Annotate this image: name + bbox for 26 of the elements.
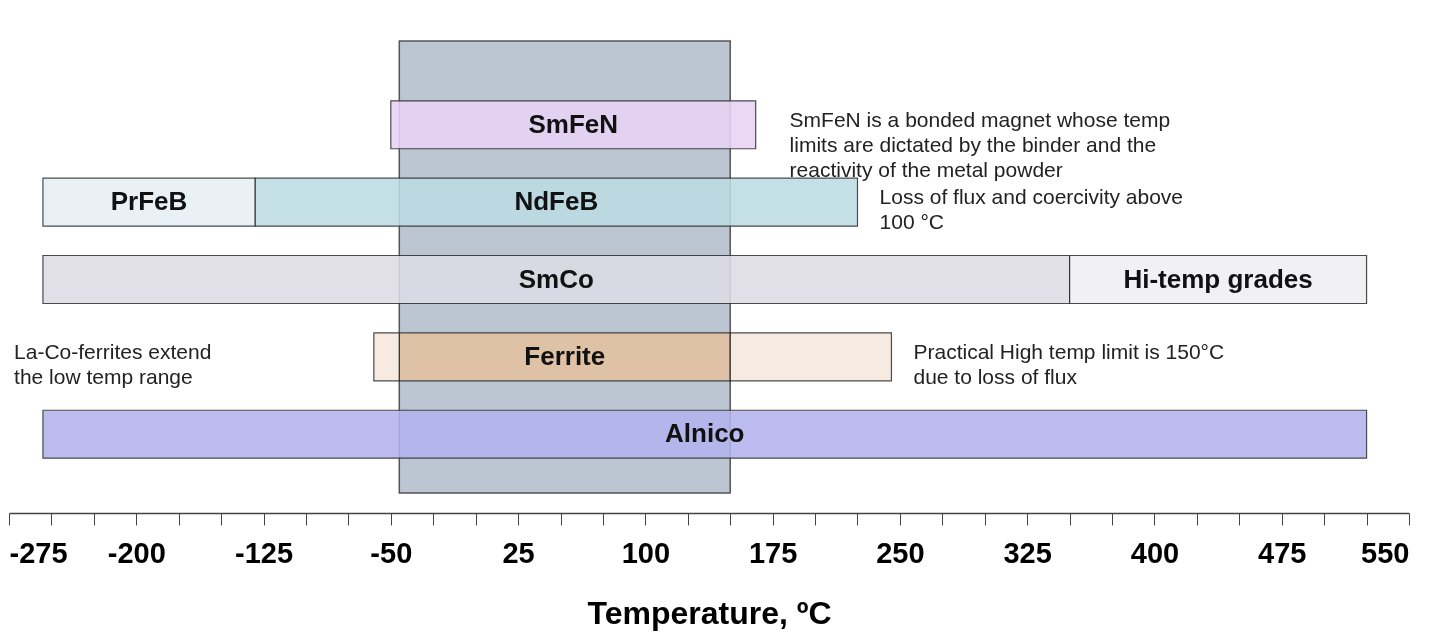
x-tick-label: 325: [1003, 536, 1052, 569]
x-tick-label: 175: [748, 536, 798, 569]
x-axis-title: Temperature, ºC: [587, 594, 832, 631]
annotation: Practical High temp limit is 150°C due to loss of flux: [913, 339, 1225, 388]
bar: [390, 100, 757, 150]
y-tick-label: SmFeN: [528, 108, 619, 139]
x-tick-label: 475: [1258, 536, 1307, 569]
x-tick-label: 25: [502, 536, 535, 569]
annotation: SmFeN is a bonded magnet whose temp limits are dictated by the binder and the reactivity of the metal powder: [789, 107, 1171, 181]
annotation: Loss of flux and coercivity above 100 °C: [879, 185, 1184, 234]
x-tick-label: -200: [107, 536, 166, 569]
x-tick-label: -275: [9, 536, 68, 569]
series-label: PrFeB: [110, 186, 188, 217]
x-tick-label: 550: [1361, 536, 1410, 569]
x-tick-label: 400: [1130, 536, 1180, 569]
bar: [42, 409, 1368, 459]
series-label: Hi-temp grades: [1123, 263, 1313, 294]
x-tick-label: 100: [621, 536, 671, 569]
x-tick-label: -50: [370, 536, 413, 569]
x-tick-label: -125: [235, 536, 294, 569]
annotation: La-Co-ferrites extend the low temp range: [14, 339, 212, 388]
y-tick-label: NdFeB: [514, 186, 599, 217]
y-tick-label: SmCo: [518, 263, 594, 294]
y-tick-label: Alnico: [665, 418, 745, 449]
x-tick-label: 250: [876, 536, 925, 569]
y-tick-label: Ferrite: [524, 340, 606, 371]
